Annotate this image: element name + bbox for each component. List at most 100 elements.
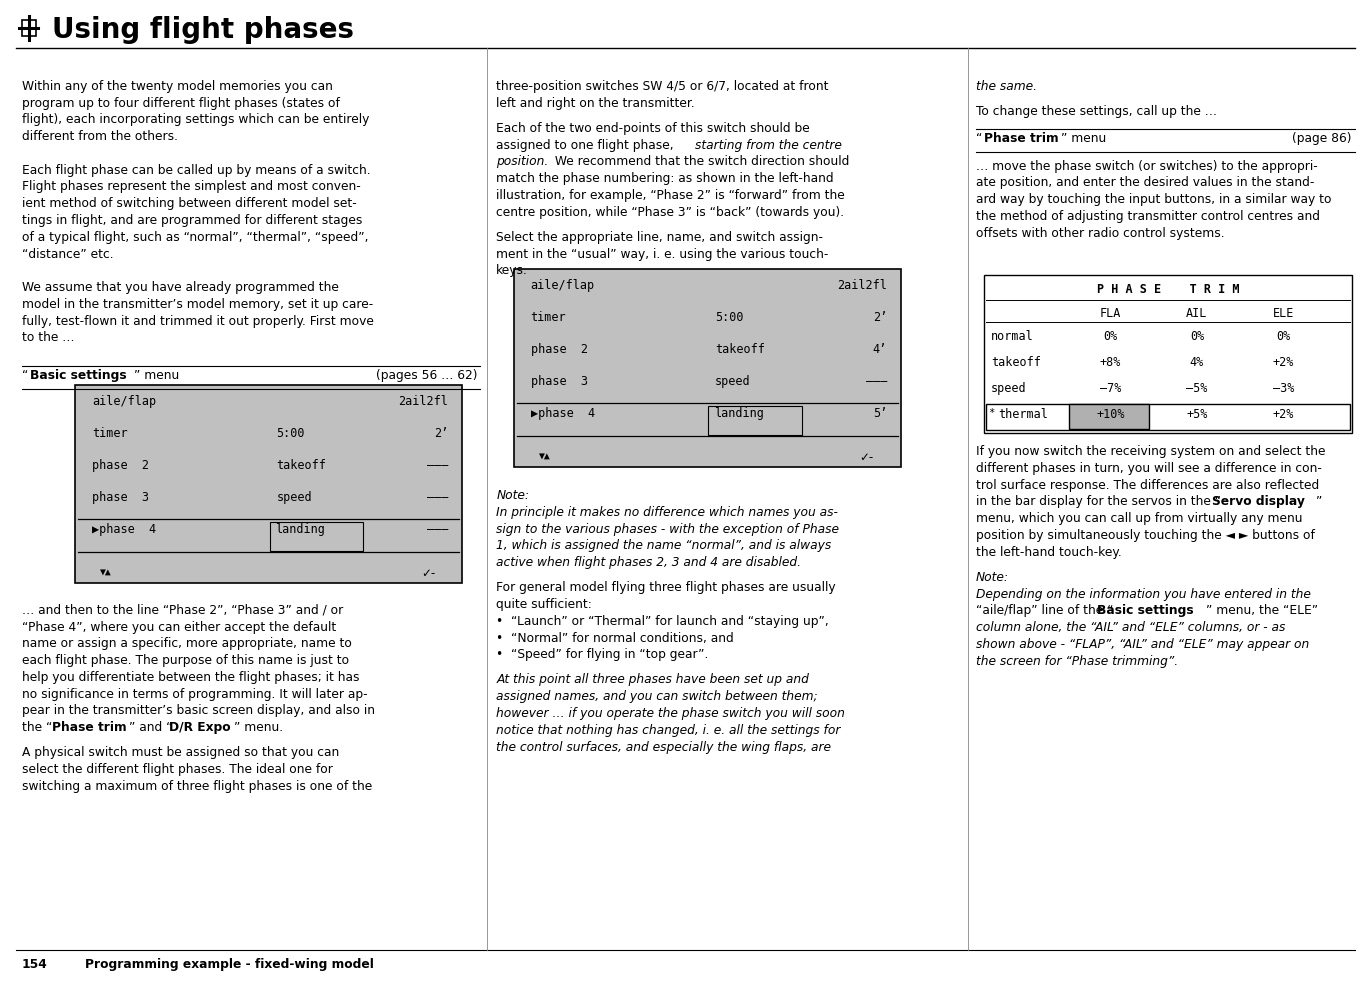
Text: assigned names, and you can switch between them;: assigned names, and you can switch betwe… — [496, 691, 818, 704]
Bar — [986, 404, 1350, 430]
Text: 2ail2fl: 2ail2fl — [399, 395, 448, 408]
Text: pear in the transmitter’s basic screen display, and also in: pear in the transmitter’s basic screen d… — [22, 705, 374, 718]
Bar — [514, 269, 901, 467]
Text: “aile/flap” line of the “: “aile/flap” line of the “ — [976, 605, 1113, 618]
Text: *: * — [988, 408, 995, 418]
Text: “: “ — [22, 369, 29, 382]
Text: 1, which is assigned the name “normal”, and is always: 1, which is assigned the name “normal”, … — [496, 539, 832, 552]
Text: sign to the various phases - with the exception of Phase: sign to the various phases - with the ex… — [496, 523, 839, 536]
Text: tings in flight, and are programmed for different stages: tings in flight, and are programmed for … — [22, 214, 362, 227]
Text: At this point all three phases have been set up and: At this point all three phases have been… — [496, 674, 809, 687]
Text: ———: ——— — [426, 523, 448, 536]
Text: ment in the “usual” way, i. e. using the various touch-: ment in the “usual” way, i. e. using the… — [496, 248, 828, 260]
Bar — [75, 385, 462, 583]
Text: quite sufficient:: quite sufficient: — [496, 598, 592, 611]
Text: different from the others.: different from the others. — [22, 130, 178, 143]
Text: help you differentiate between the flight phases; it has: help you differentiate between the fligh… — [22, 671, 359, 684]
Text: Each of the two end-points of this switch should be: Each of the two end-points of this switc… — [496, 122, 810, 135]
Text: of a typical flight, such as “normal”, “thermal”, “speed”,: of a typical flight, such as “normal”, “… — [22, 231, 369, 244]
Text: ” menu: ” menu — [134, 369, 180, 382]
Text: Select the appropriate line, name, and switch assign-: Select the appropriate line, name, and s… — [496, 231, 824, 244]
Text: to the …: to the … — [22, 331, 74, 344]
Text: Note:: Note: — [496, 489, 529, 502]
Text: P H A S E    T R I M: P H A S E T R I M — [1097, 283, 1239, 296]
Text: ▶phase  4: ▶phase 4 — [92, 523, 156, 536]
Text: active when flight phases 2, 3 and 4 are disabled.: active when flight phases 2, 3 and 4 are… — [496, 556, 801, 569]
Text: match the phase numbering: as shown in the left-hand: match the phase numbering: as shown in t… — [496, 172, 834, 185]
Text: AIL: AIL — [1186, 307, 1208, 320]
Bar — [22, 20, 36, 36]
Text: A physical switch must be assigned so that you can: A physical switch must be assigned so th… — [22, 747, 339, 759]
Bar — [709, 406, 802, 435]
Text: Note:: Note: — [976, 571, 1009, 584]
Text: •  “Speed” for flying in “top gear”.: • “Speed” for flying in “top gear”. — [496, 649, 709, 662]
Text: Basic settings: Basic settings — [1097, 605, 1193, 618]
Text: switching a maximum of three flight phases is one of the: switching a maximum of three flight phas… — [22, 779, 372, 792]
Text: thermal: thermal — [998, 408, 1047, 421]
Text: different phases in turn, you will see a difference in con-: different phases in turn, you will see a… — [976, 462, 1322, 475]
Text: Phase trim: Phase trim — [52, 722, 126, 735]
Text: ▶phase  4: ▶phase 4 — [531, 407, 595, 420]
Text: Using flight phases: Using flight phases — [52, 16, 354, 44]
Text: three-position switches SW 4/5 or 6/7, located at front: three-position switches SW 4/5 or 6/7, l… — [496, 80, 829, 93]
Text: ”: ” — [1316, 495, 1323, 508]
Text: We assume that you have already programmed the: We assume that you have already programm… — [22, 281, 339, 294]
Text: In principle it makes no difference which names you as-: In principle it makes no difference whic… — [496, 506, 838, 519]
Text: Each flight phase can be called up by means of a switch.: Each flight phase can be called up by me… — [22, 164, 370, 177]
Text: Servo display: Servo display — [1212, 495, 1305, 508]
Text: ard way by touching the input buttons, in a similar way to: ard way by touching the input buttons, i… — [976, 194, 1331, 207]
Text: Depending on the information you have entered in the: Depending on the information you have en… — [976, 588, 1311, 601]
Text: +10%: +10% — [1097, 408, 1124, 421]
Text: Basic settings: Basic settings — [30, 369, 126, 382]
Text: left and right on the transmitter.: left and right on the transmitter. — [496, 97, 695, 110]
Text: +5%: +5% — [1186, 408, 1208, 421]
Text: ” and “: ” and “ — [129, 722, 173, 735]
Text: the same.: the same. — [976, 80, 1036, 93]
Text: ate position, and enter the desired values in the stand-: ate position, and enter the desired valu… — [976, 177, 1315, 190]
Text: centre position, while “Phase 3” is “back” (towards you).: centre position, while “Phase 3” is “bac… — [496, 206, 845, 219]
Text: normal: normal — [991, 330, 1034, 343]
Text: “: “ — [976, 132, 983, 145]
Text: 5’: 5’ — [873, 407, 887, 420]
Text: name or assign a specific, more appropriate, name to: name or assign a specific, more appropri… — [22, 638, 352, 651]
Text: the method of adjusting transmitter control centres and: the method of adjusting transmitter cont… — [976, 210, 1320, 223]
Text: ” menu.: ” menu. — [234, 722, 284, 735]
Text: ELE: ELE — [1272, 307, 1294, 320]
Text: D/R Expo: D/R Expo — [169, 722, 230, 735]
Text: model in the transmitter’s model memory, set it up care-: model in the transmitter’s model memory,… — [22, 297, 373, 310]
Text: 0%: 0% — [1276, 330, 1290, 343]
Text: offsets with other radio control systems.: offsets with other radio control systems… — [976, 227, 1224, 240]
Text: To change these settings, call up the …: To change these settings, call up the … — [976, 105, 1217, 118]
Text: notice that nothing has changed, i. e. all the settings for: notice that nothing has changed, i. e. a… — [496, 724, 840, 737]
Bar — [270, 522, 363, 551]
Text: 2’: 2’ — [873, 311, 887, 324]
Text: “distance” etc.: “distance” etc. — [22, 248, 114, 260]
Text: –5%: –5% — [1186, 382, 1208, 395]
Text: position.: position. — [496, 156, 548, 169]
Text: in the bar display for the servos in the “: in the bar display for the servos in the… — [976, 495, 1222, 508]
Text: •  “Normal” for normal conditions, and: • “Normal” for normal conditions, and — [496, 632, 733, 645]
Text: timer: timer — [92, 427, 128, 440]
Text: fully, test-flown it and trimmed it out properly. First move: fully, test-flown it and trimmed it out … — [22, 314, 374, 327]
Text: 4%: 4% — [1190, 356, 1204, 369]
Text: menu, which you can call up from virtually any menu: menu, which you can call up from virtual… — [976, 512, 1302, 525]
Text: If you now switch the receiving system on and select the: If you now switch the receiving system o… — [976, 445, 1326, 458]
Text: 4’: 4’ — [873, 343, 887, 356]
Text: … and then to the line “Phase 2”, “Phase 3” and / or: … and then to the line “Phase 2”, “Phase… — [22, 604, 343, 617]
Text: 2ail2fl: 2ail2fl — [838, 279, 887, 292]
Text: (pages 56 … 62): (pages 56 … 62) — [376, 369, 477, 382]
Text: ✓-: ✓- — [421, 567, 435, 580]
Text: ✓-: ✓- — [860, 451, 873, 464]
Text: speed: speed — [991, 382, 1027, 395]
Text: 0%: 0% — [1104, 330, 1117, 343]
Text: ▼▲: ▼▲ — [100, 567, 112, 577]
Text: •  “Launch” or “Thermal” for launch and “staying up”,: • “Launch” or “Thermal” for launch and “… — [496, 615, 829, 628]
Text: aile/flap: aile/flap — [92, 395, 156, 408]
Text: +8%: +8% — [1100, 356, 1121, 369]
Text: however … if you operate the phase switch you will soon: however … if you operate the phase switc… — [496, 707, 845, 720]
Text: 154: 154 — [22, 958, 48, 971]
Bar — [984, 275, 1352, 433]
Text: … move the phase switch (or switches) to the appropri-: … move the phase switch (or switches) to… — [976, 160, 1318, 173]
Text: the control surfaces, and especially the wing flaps, are: the control surfaces, and especially the… — [496, 741, 831, 753]
Text: ———: ——— — [865, 375, 887, 388]
